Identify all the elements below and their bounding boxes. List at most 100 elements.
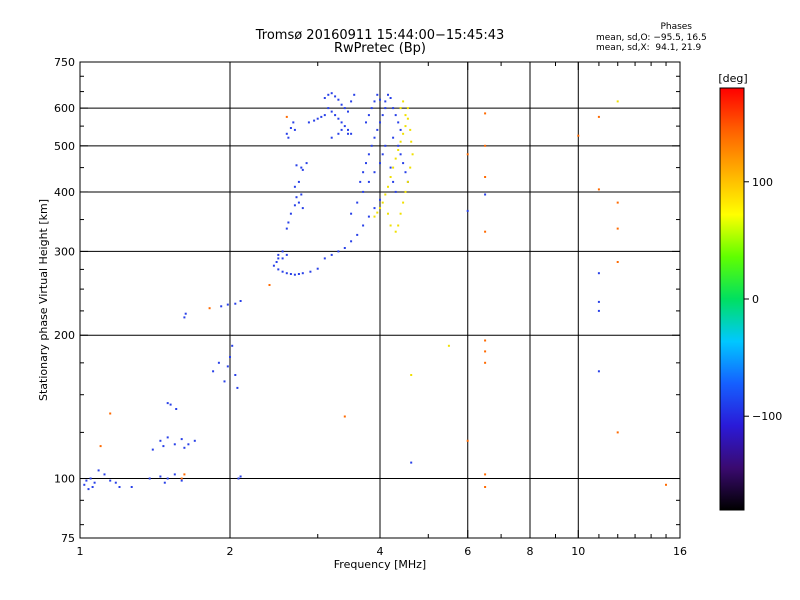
data-point [340,128,343,131]
x-tick-label: 16 [673,545,687,558]
data-point [616,201,619,204]
data-point [281,257,284,260]
data-point [151,448,154,451]
data-point [343,415,346,418]
data-point [397,224,400,227]
x-tick-label: 2 [227,545,234,558]
data-point [484,230,487,233]
data-point [330,92,333,95]
data-point [285,253,288,256]
chart-subtitle: RwPretec (Bp) [333,41,427,56]
data-point [268,284,271,286]
data-point [367,215,370,218]
data-point [323,97,326,99]
data-point [399,128,402,131]
data-point [183,446,186,449]
data-point [118,486,121,488]
data-point [337,132,340,135]
data-point [163,481,166,484]
data-point [169,403,172,406]
data-point [327,107,330,110]
data-point [301,272,304,275]
data-point [399,107,402,110]
data-point [292,121,295,124]
data-point [99,445,102,448]
data-point [484,176,487,178]
data-point [389,176,392,178]
data-point [237,477,240,480]
data-point [223,380,226,383]
y-tick-label: 200 [54,329,75,342]
data-point [97,469,100,472]
data-point [384,193,387,196]
data-point [340,121,343,124]
data-point [162,445,165,448]
data-point [367,180,370,183]
data-point [159,439,162,442]
data-point [89,477,92,480]
data-point [381,114,384,117]
x-tick-label: 10 [571,545,585,558]
data-point [166,477,169,480]
data-point [597,309,600,312]
data-point [343,107,346,110]
data-point [597,115,600,118]
data-point [340,103,343,106]
data-point [597,272,600,275]
data-point [410,461,413,464]
data-point [370,107,373,110]
data-point [217,361,220,364]
data-point [411,153,414,156]
data-point [379,98,381,101]
data-point [180,477,183,480]
data-point [387,93,389,96]
y-tick-label: 75 [61,532,75,545]
data-point [447,344,450,347]
data-point [287,221,290,224]
data-point [91,486,94,488]
data-point [347,132,349,135]
data-point [484,350,487,353]
data-point [484,486,487,488]
data-point [239,475,242,478]
data-point [337,98,340,101]
data-point [334,95,337,98]
data-point [297,273,300,275]
data-point [175,408,178,410]
y-tick-label: 300 [54,245,75,258]
data-point [367,153,370,156]
data-point [239,300,242,302]
data-point [295,196,298,199]
data-point [295,164,298,167]
data-point [289,273,292,275]
data-point [347,110,349,113]
data-point [373,136,376,139]
data-point [665,483,667,486]
data-point [389,224,392,227]
data-point [394,230,397,233]
data-point [616,431,619,434]
data-point [381,201,384,204]
data-point [384,100,387,103]
data-point [616,261,619,263]
data-point [275,261,278,263]
data-point [616,227,619,230]
data-point [384,107,387,110]
data-point [347,128,349,131]
data-point [404,114,407,117]
data-point [409,128,412,131]
data-point [109,479,112,482]
y-tick-label: 500 [54,140,75,153]
data-point [193,439,196,442]
data-point [130,486,133,488]
data-point [402,132,405,135]
data-point [402,162,405,165]
data-point [397,149,400,151]
data-point [184,312,187,315]
data-point [307,121,310,124]
data-point [301,207,304,210]
data-point [350,212,353,215]
data-point [362,171,365,174]
data-point [404,125,407,128]
